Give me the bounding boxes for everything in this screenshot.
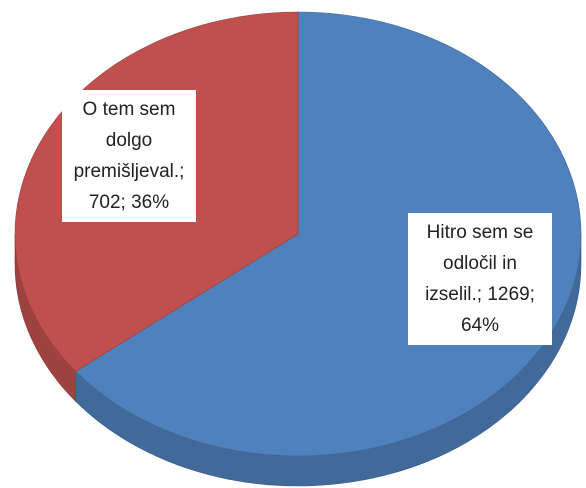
data-label: O tem sem dolgo premišljeval.; 702; 36% [62,90,196,222]
data-label: Hitro sem se odločil in izselil.; 1269; … [408,213,552,345]
